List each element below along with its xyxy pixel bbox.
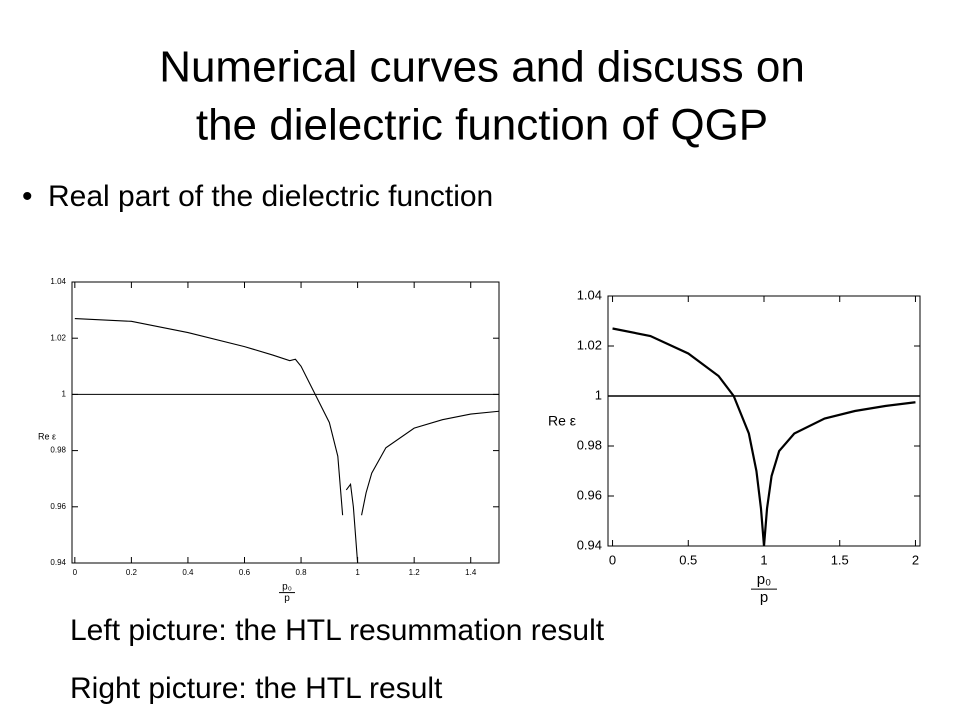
plot-frame	[71, 281, 500, 564]
bullet-dot: •	[22, 180, 33, 213]
y-tick-label: 1.02	[50, 333, 66, 342]
x-axis-label-numerator: p₀	[757, 571, 772, 588]
y-tick-label: 1.02	[577, 337, 602, 352]
x-tick-label: 1	[355, 568, 360, 577]
y-tick-label: 0.94	[50, 558, 66, 567]
x-tick-label: 0.2	[126, 568, 138, 577]
x-axis-label-numerator: p₀	[282, 582, 292, 593]
x-tick-label: 0.8	[295, 568, 307, 577]
y-axis-label: Re ε	[548, 413, 576, 429]
curve	[612, 327, 916, 547]
x-tick-label: 1.5	[831, 552, 849, 567]
x-axis-label-denominator: p	[284, 593, 290, 604]
y-tick-label: 0.98	[50, 446, 66, 455]
y-tick-label: 0.94	[577, 537, 602, 552]
y-tick-label: 0.96	[577, 487, 602, 502]
title-line: Numerical curves and discuss on	[159, 43, 805, 92]
title-line: the dielectric function of QGP	[196, 101, 768, 150]
x-tick-label: 1	[760, 552, 767, 567]
x-tick-label: 0.4	[182, 568, 194, 577]
x-tick-label: 2	[912, 552, 919, 567]
x-tick-label: 0	[73, 568, 78, 577]
bullet-text: Real part of the dielectric function	[48, 180, 493, 213]
y-axis-label: Re ε	[38, 431, 56, 441]
caption: Left picture: the HTL resummation result	[70, 614, 605, 647]
y-tick-label: 1	[595, 387, 602, 402]
x-tick-label: 1.4	[465, 568, 477, 577]
x-tick-label: 0	[609, 552, 616, 567]
x-tick-label: 0.6	[239, 568, 251, 577]
y-tick-label: 0.96	[50, 502, 66, 511]
y-tick-label: 0.98	[577, 437, 602, 452]
y-tick-label: 1.04	[577, 287, 602, 302]
x-axis-label-denominator: p	[760, 589, 768, 606]
caption: Right picture: the HTL result	[70, 672, 443, 705]
y-tick-label: 1	[62, 390, 67, 399]
y-tick-label: 1.04	[50, 277, 66, 286]
x-tick-label: 1.2	[409, 568, 421, 577]
curve	[74, 317, 500, 564]
x-tick-label: 0.5	[679, 552, 697, 567]
